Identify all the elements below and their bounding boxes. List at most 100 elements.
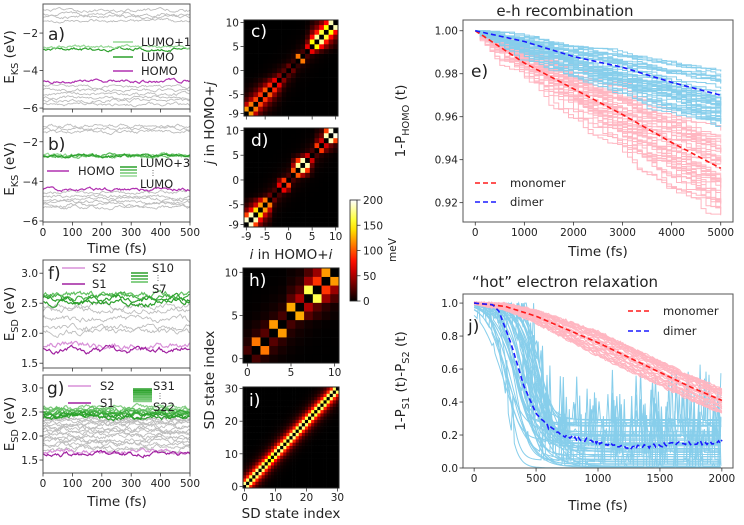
heatmap-cell [301,448,306,453]
heatmap-cell [314,429,318,433]
heatmap-cell [249,409,253,414]
heatmap-cell [335,484,339,488]
heatmap-cell [248,152,254,158]
heatmap-cell [261,432,265,437]
heatmap-cell [291,152,296,158]
heatmap-cell [262,82,268,88]
heatmap-cell [280,465,284,469]
heatmap-cell [283,419,287,424]
heatmap-cell [295,192,301,198]
heatmap-cell [320,406,324,411]
heatmap-cell [267,413,272,417]
heatmap-cell [286,445,290,450]
state-line-S2 [43,340,190,351]
heatmap-cell [286,212,292,218]
heatmap-cell [248,48,254,54]
heatmap-cell [248,197,254,203]
heatmap-cell [332,406,337,411]
heatmap-cell [304,293,314,303]
heatmap-cell [286,96,292,102]
heatmap-cell [243,328,253,338]
heatmap-cell [246,442,250,446]
heatmap-cell [280,409,284,414]
heatmap-cell [252,413,256,417]
heatmap-cell [243,416,247,420]
heatmap-cell [246,435,250,440]
heatmap-cell [311,396,315,401]
label-part: Time (fs) [567,498,628,514]
label-part: 1-P [393,409,409,431]
heatmap-cell [329,422,334,427]
heatmap-cell [333,187,338,193]
heatmap-cell [333,39,338,45]
heatmap-cell [258,217,264,223]
heatmap-cell [280,445,284,450]
heatmap-cell [332,478,337,482]
legend-label: S1 [92,277,107,291]
heatmap-cell [270,478,275,482]
heatmap-cell [283,429,287,433]
heatmap-cell [300,212,306,218]
chart-title: e-h recombination [496,2,633,20]
heatmap-cell [272,48,278,54]
heatmap-cell [330,319,339,329]
heatmap-cell [311,426,315,430]
heatmap-cell [298,465,303,469]
heatmap-cell [267,82,273,88]
heatmap-cell [258,406,262,411]
heatmap-cell [272,44,278,50]
heatmap-cell [295,92,301,98]
heatmap-cell [255,396,259,401]
heatmap-cell [258,111,264,116]
heatmap-cell [305,207,311,213]
heatmap-cell [333,137,338,144]
heatmap-cell [326,409,331,414]
state-energy-line [43,435,190,444]
heatmap-cell [270,387,275,391]
heatmap-cell [252,481,256,486]
heatmap-cell [243,400,247,404]
heatmap-cell [286,101,292,107]
heatmap-cell [267,403,272,407]
heatmap-cell [264,416,269,420]
heatmap-cell [326,439,331,443]
heatmap-cell [329,413,334,417]
heatmap-cell [248,92,254,98]
heatmap-cell [277,396,281,401]
x-tick-label: 10 [269,492,282,504]
heatmap-cell [328,192,334,198]
y-axis-label: ESD (eV) [2,397,21,452]
heatmap-cell [304,429,309,433]
y-tick-label: 0.8 [441,331,458,343]
heatmap-cell [311,465,315,469]
heatmap-cell [298,445,303,450]
heatmap-cell [262,53,268,59]
label-part: i [250,247,254,263]
heatmap-cell [301,435,306,440]
heatmap-cell [335,393,339,398]
x-tick-label: 200 [92,227,112,239]
heatmap-cell [261,481,265,486]
heatmap-cell [248,82,254,88]
heatmap-cell [277,268,287,277]
heatmap-cell [244,29,249,35]
state-energy-line [43,95,190,101]
heatmap-cell [249,429,253,433]
heatmap-cell [314,106,320,112]
heatmap-cell [333,58,338,64]
heatmap-cell [314,455,318,459]
heatmap-cell [264,409,269,414]
heatmap-cell [319,92,325,98]
heatmap-cell [298,468,303,473]
heatmap-cell [308,406,312,411]
heatmap-cell [286,484,290,488]
heatmap-cell [328,152,334,158]
heatmap-cell [283,474,287,479]
heatmap-cell [258,458,262,463]
heatmap-cell [258,222,264,227]
heatmap-cell [277,474,281,479]
label-part: (eV) [2,30,18,62]
heatmap-cell [261,452,265,456]
heatmap-cell [332,416,337,420]
heatmap-cell [252,426,256,430]
